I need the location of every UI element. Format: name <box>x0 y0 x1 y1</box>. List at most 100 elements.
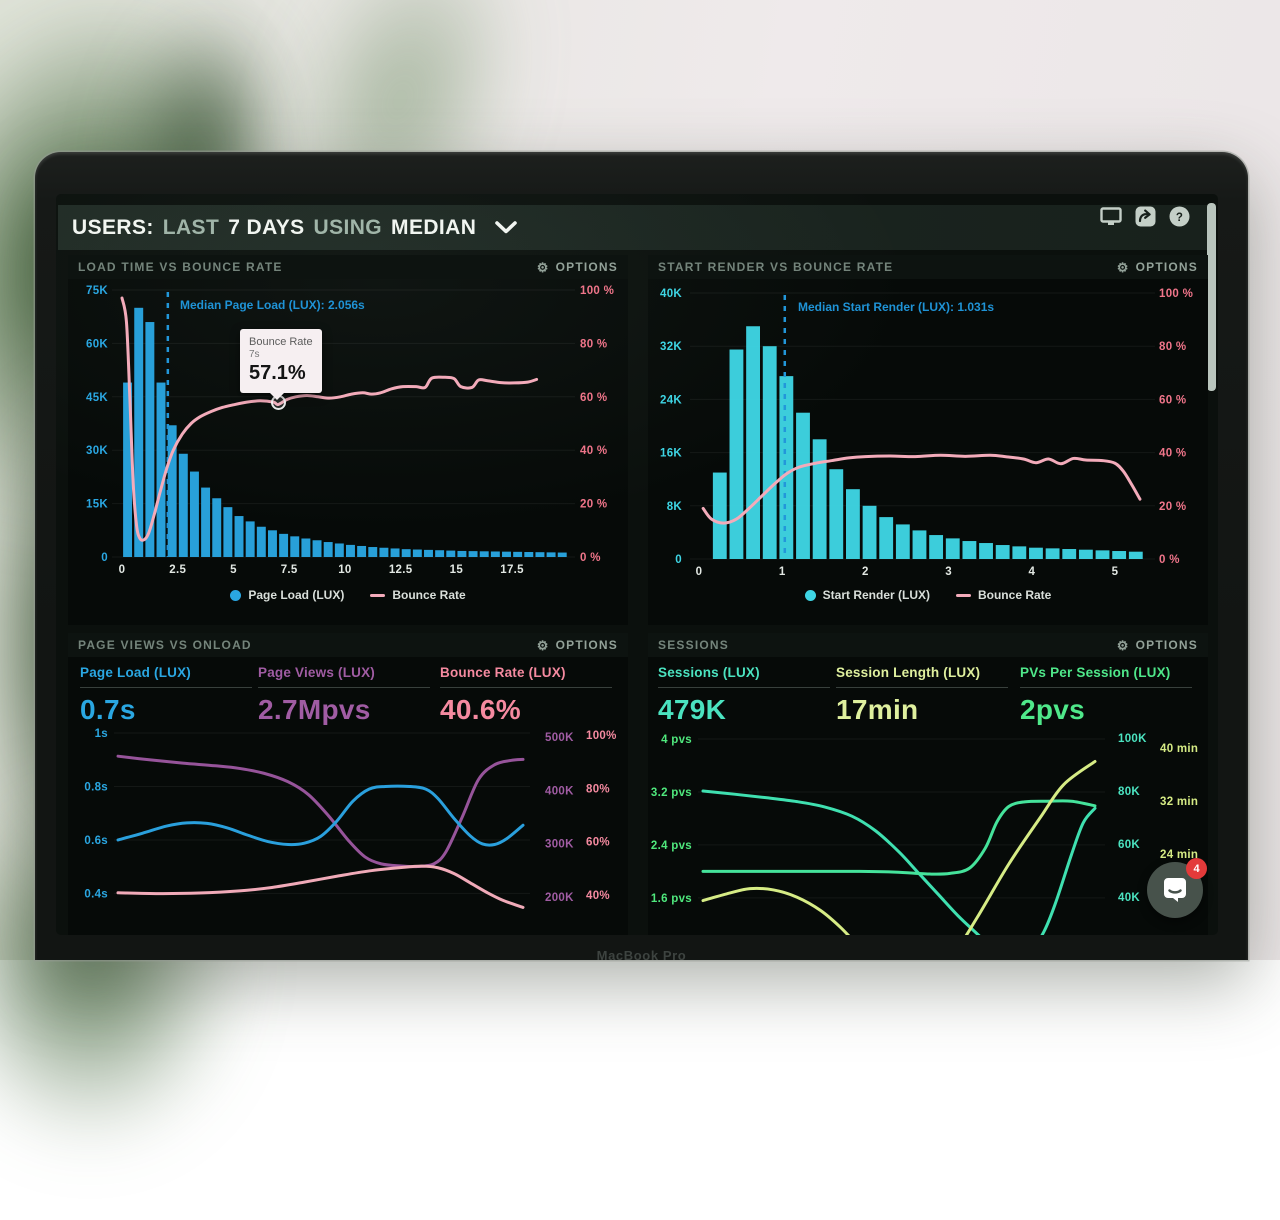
histogram-bar <box>357 546 366 557</box>
share-icon[interactable] <box>1135 206 1156 227</box>
histogram-bar <box>301 538 310 557</box>
histogram-bar <box>435 550 444 557</box>
options-label: OPTIONS <box>556 638 618 652</box>
histogram-bar <box>480 551 489 557</box>
x-axis-tick: 1 <box>779 566 786 578</box>
axis-tick: 3.2 pvs <box>651 787 692 799</box>
axis-tick: 100K <box>1118 733 1147 745</box>
axis-tick: 60 % <box>1159 394 1186 406</box>
histogram-bar <box>235 516 244 557</box>
stat-label: PVs Per Session (LUX) <box>1020 665 1192 680</box>
axis-tick: 100 % <box>1159 288 1193 300</box>
stat-sessions: Sessions (LUX) 479K <box>658 665 830 726</box>
title-part: USING <box>314 216 383 240</box>
display-icon[interactable] <box>1100 207 1122 226</box>
axis-tick: 100 % <box>580 285 614 297</box>
axis-tick: 16K <box>660 448 682 460</box>
histogram-bar <box>558 553 567 557</box>
histogram-bar <box>1046 548 1060 559</box>
histogram-bar <box>368 547 377 557</box>
histogram-bar <box>996 545 1010 559</box>
tooltip-series: Bounce Rate <box>249 336 313 348</box>
series-line <box>703 761 1095 935</box>
histogram-bar <box>1079 550 1093 559</box>
series-line <box>703 801 1095 874</box>
axis-tick: 30K <box>86 445 108 457</box>
histogram-bar <box>763 346 777 559</box>
panel-page-views: PAGE VIEWS VS ONLOAD ⚙ OPTIONS Page Load… <box>68 633 628 935</box>
axis-tick: 24K <box>660 394 682 406</box>
histogram-bar <box>469 551 478 557</box>
histogram-bar <box>346 545 355 557</box>
histogram-bar <box>524 552 533 557</box>
histogram-bar <box>402 549 411 557</box>
scrollbar-thumb[interactable] <box>1207 203 1216 391</box>
histogram-bar <box>730 350 744 559</box>
title-part: MEDIAN <box>391 216 476 240</box>
stat-label: Bounce Rate (LUX) <box>440 665 612 680</box>
chart-legend: Page Load (LUX) Bounce Rate <box>68 588 628 602</box>
histogram-bar <box>779 376 793 559</box>
panel-title: SESSIONS <box>658 638 729 652</box>
options-label: OPTIONS <box>1136 638 1198 652</box>
stat-page-load: Page Load (LUX) 0.7s <box>80 665 252 726</box>
histogram-bar <box>290 536 299 557</box>
options-button[interactable]: ⚙ OPTIONS <box>1117 638 1198 652</box>
macbook-logo-text: MacBook Pro <box>35 948 1248 963</box>
axis-tick: 60K <box>1118 839 1140 851</box>
axis-tick: 0 <box>101 552 108 564</box>
axis-tick: 20 % <box>580 499 607 511</box>
axis-tick: 0 % <box>1159 554 1180 566</box>
axis-tick: 40 min <box>1160 743 1198 755</box>
histogram-bar <box>535 552 544 557</box>
axis-tick: 40K <box>660 288 682 300</box>
axis-tick: 80 % <box>580 338 607 350</box>
histogram-bar <box>513 552 522 557</box>
histogram-bar <box>212 498 221 557</box>
legend-label: Bounce Rate <box>978 588 1051 602</box>
axis-tick: 0 <box>675 554 682 566</box>
stat-value: 479K <box>658 694 830 726</box>
page-title[interactable]: USERS: LAST 7 DAYS USING MEDIAN <box>72 216 517 240</box>
panel-title: LOAD TIME VS BOUNCE RATE <box>78 260 283 274</box>
axis-tick: 40 % <box>580 445 607 457</box>
stat-value: 0.7s <box>80 694 252 726</box>
title-part: USERS: <box>72 216 154 240</box>
histogram-bar <box>502 552 511 557</box>
options-button[interactable]: ⚙ OPTIONS <box>1117 260 1198 274</box>
axis-tick: 24 min <box>1160 849 1198 861</box>
chevron-down-icon[interactable] <box>495 216 517 240</box>
histogram-bar <box>829 469 843 559</box>
histogram-bar <box>929 535 943 559</box>
axis-tick: 80% <box>586 783 610 795</box>
axis-tick: 45K <box>86 392 108 404</box>
histogram-bar <box>413 550 422 557</box>
x-axis-tick: 0 <box>119 564 126 576</box>
histogram-bar <box>796 413 810 559</box>
stat-label: Sessions (LUX) <box>658 665 830 680</box>
axis-tick: 300K <box>545 839 574 851</box>
axis-tick: 0 % <box>580 552 601 564</box>
chart-tooltip: Bounce Rate 7s 57.1% <box>240 329 322 393</box>
help-icon[interactable]: ? <box>1169 206 1190 227</box>
histogram-bar <box>446 551 455 557</box>
options-button[interactable]: ⚙ OPTIONS <box>537 638 618 652</box>
options-button[interactable]: ⚙ OPTIONS <box>537 260 618 274</box>
gear-icon: ⚙ <box>1117 261 1130 274</box>
title-part: 7 DAYS <box>228 216 304 240</box>
stat-label: Page Load (LUX) <box>80 665 252 680</box>
axis-tick: 4 pvs <box>661 734 692 746</box>
legend-label: Start Render (LUX) <box>823 588 930 602</box>
histogram-bar <box>268 530 277 557</box>
dashboard-filter-bar[interactable]: USERS: LAST 7 DAYS USING MEDIAN <box>58 205 1210 250</box>
stat-session-length: Session Length (LUX) 17min <box>836 665 1008 726</box>
axis-tick: 0.8s <box>84 781 108 793</box>
panel-title: PAGE VIEWS VS ONLOAD <box>78 638 252 652</box>
axis-tick: 40% <box>586 890 610 902</box>
histogram-bar <box>979 543 993 559</box>
axis-tick: 400K <box>545 785 574 797</box>
axis-tick: 200K <box>545 892 574 904</box>
laptop: USERS: LAST 7 DAYS USING MEDIAN ? <box>35 152 1248 960</box>
axis-tick: 2.4 pvs <box>651 840 692 852</box>
axis-tick: 0.4s <box>84 888 108 900</box>
